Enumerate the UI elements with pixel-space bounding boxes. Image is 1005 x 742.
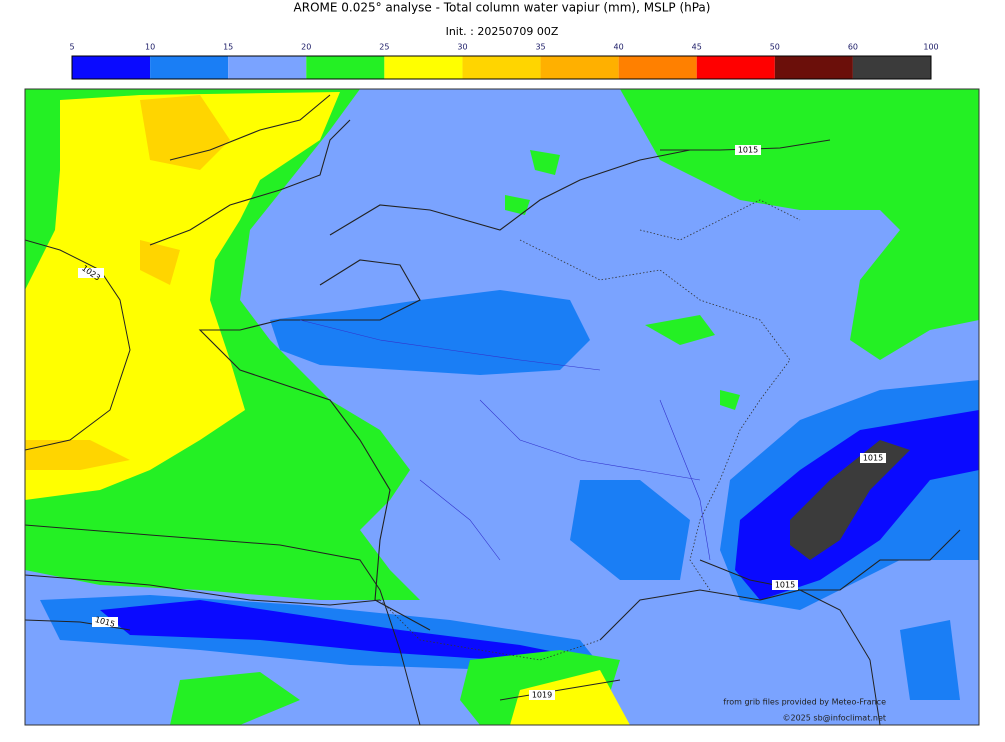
colorbar-tick-label: 5 — [69, 43, 74, 52]
isobar-label: 1015 — [92, 615, 118, 629]
field — [790, 440, 910, 560]
colorbar-segment — [150, 56, 229, 79]
colorbar-segment — [72, 56, 151, 79]
isobar-label: 1019 — [529, 690, 555, 700]
subtitle: Init. : 20250709 00Z — [446, 25, 559, 38]
field — [620, 89, 979, 360]
isobar-label-text: 1019 — [532, 691, 552, 700]
colorbar-frame — [71, 55, 932, 80]
colorbar-tick-label: 15 — [223, 43, 233, 52]
field — [270, 290, 590, 375]
colorbar-tick-label: 50 — [770, 43, 780, 52]
colorbar-segment — [618, 56, 697, 79]
colorbar-segment — [306, 56, 385, 79]
title: AROME 0.025° analyse - Total column wate… — [294, 1, 711, 15]
colorbar: 5 10 15 20 25 30 35 40 45 50 60 100 — [69, 43, 939, 80]
colorbar-tick-label: 10 — [145, 43, 155, 52]
field — [100, 600, 570, 660]
border — [379, 199, 801, 661]
isobar-label-text: 1015 — [775, 581, 795, 590]
isobar-label-text: 1015 — [738, 146, 758, 155]
field — [25, 95, 230, 470]
colorbar-segment — [696, 56, 775, 79]
credit: from grib files provided by Meteo-France — [723, 698, 886, 707]
map-frame — [24, 88, 980, 726]
coastline — [25, 94, 961, 641]
isobar-label: 1015 — [735, 145, 761, 155]
field — [25, 92, 340, 500]
colorbar-tick-label: 35 — [535, 43, 545, 52]
colorbar-segment — [774, 56, 853, 79]
credit: ©2025 sb@infoclimat.net — [783, 714, 887, 723]
colorbar-tick-label: 20 — [301, 43, 311, 52]
colorbar-tick-label: 60 — [848, 43, 858, 52]
colorbar-segment — [228, 56, 307, 79]
colorbar-tick-label: 25 — [379, 43, 389, 52]
isobar-label: 1023 — [78, 263, 104, 283]
colorbar-segment — [852, 56, 931, 79]
river — [299, 319, 711, 561]
field — [570, 480, 960, 700]
colorbar-segment — [384, 56, 463, 79]
isobar-label: 1015 — [860, 453, 886, 463]
isobar-label-text: 1015 — [863, 454, 883, 463]
map — [25, 89, 979, 725]
colorbar-tick-label: 40 — [614, 43, 624, 52]
colorbar-tick-label: 45 — [692, 43, 702, 52]
colorbar-tick-label: 30 — [457, 43, 467, 52]
colorbar-segment — [540, 56, 619, 79]
field — [170, 650, 620, 725]
colorbar-segment — [462, 56, 541, 79]
isobar-label: 1015 — [772, 580, 798, 590]
colorbar-tick-label: 100 — [923, 43, 938, 52]
